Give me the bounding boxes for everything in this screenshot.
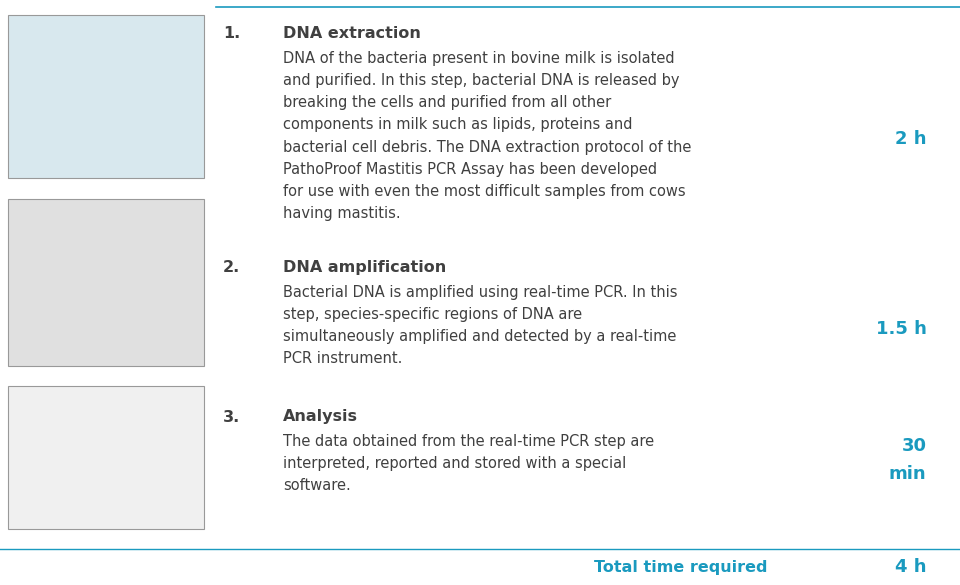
Text: DNA of the bacteria present in bovine milk is isolated: DNA of the bacteria present in bovine mi…	[283, 51, 675, 66]
Text: 3.: 3.	[223, 410, 240, 425]
Text: components in milk such as lipids, proteins and: components in milk such as lipids, prote…	[283, 118, 633, 132]
Text: 2 h: 2 h	[895, 130, 926, 148]
Text: 1.: 1.	[223, 26, 240, 42]
Text: 30: 30	[901, 438, 926, 455]
Text: DNA amplification: DNA amplification	[283, 260, 446, 276]
Text: and purified. In this step, bacterial DNA is released by: and purified. In this step, bacterial DN…	[283, 73, 680, 88]
Text: step, species-specific regions of DNA are: step, species-specific regions of DNA ar…	[283, 307, 583, 322]
Bar	[8, 386, 204, 529]
Text: Total time required: Total time required	[594, 560, 768, 575]
Bar	[8, 15, 204, 178]
Text: interpreted, reported and stored with a special: interpreted, reported and stored with a …	[283, 456, 627, 471]
Text: breaking the cells and purified from all other: breaking the cells and purified from all…	[283, 95, 612, 110]
Text: simultaneously amplified and detected by a real-time: simultaneously amplified and detected by…	[283, 329, 677, 344]
Text: 2.: 2.	[223, 260, 240, 276]
Text: 1.5 h: 1.5 h	[876, 320, 926, 338]
Text: PathoProof Mastitis PCR Assay has been developed: PathoProof Mastitis PCR Assay has been d…	[283, 162, 658, 177]
Text: Analysis: Analysis	[283, 410, 358, 425]
Text: having mastitis.: having mastitis.	[283, 207, 401, 221]
Text: for use with even the most difficult samples from cows: for use with even the most difficult sam…	[283, 184, 685, 199]
Text: DNA extraction: DNA extraction	[283, 26, 421, 42]
Text: bacterial cell debris. The DNA extraction protocol of the: bacterial cell debris. The DNA extractio…	[283, 140, 691, 154]
Text: The data obtained from the real-time PCR step are: The data obtained from the real-time PCR…	[283, 434, 655, 449]
Text: min: min	[889, 465, 926, 483]
Text: software.: software.	[283, 479, 351, 493]
Bar	[8, 199, 204, 366]
Text: 4 h: 4 h	[895, 559, 926, 576]
Text: PCR instrument.: PCR instrument.	[283, 352, 402, 366]
Text: Bacterial DNA is amplified using real-time PCR. In this: Bacterial DNA is amplified using real-ti…	[283, 285, 678, 300]
